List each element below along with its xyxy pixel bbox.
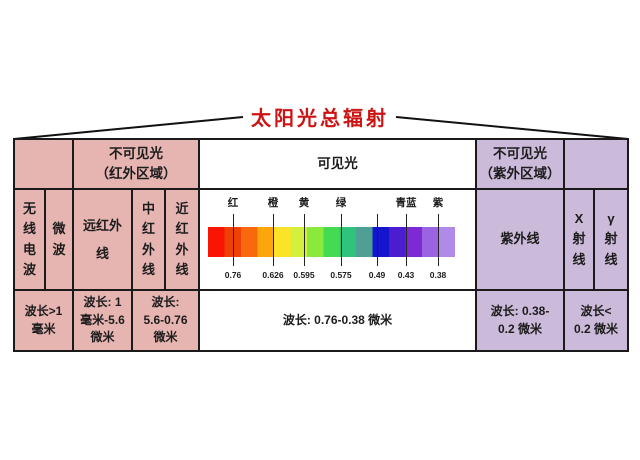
band-x-ray: X 射 线 <box>565 190 593 289</box>
visible-spectrum: 0.76 0.626 0.595 0.575 0.49 0.43 0.38 红 橙 黄 绿 青蓝 紫 <box>200 190 475 289</box>
spectrum-tick-value: 0.49 <box>368 270 386 280</box>
spectrum-tick <box>233 214 234 266</box>
wavelength-ultraviolet: 波长: 0.38- 0.2 微米 <box>477 291 563 350</box>
spectrum-tick <box>377 214 378 266</box>
band-far-infrared: 远红外 线 <box>74 190 131 289</box>
band-gamma-ray: γ 射 线 <box>595 190 627 289</box>
spectrum-color-label: 紫 <box>432 197 444 209</box>
spectrum-tick-value: 0.38 <box>429 270 447 280</box>
spectrum-tick-value: 0.76 <box>224 270 242 280</box>
wavelength-mid-near-infrared: 波长: 5.6-0.76 微米 <box>133 291 198 350</box>
spectrum-tick <box>341 214 342 266</box>
spectrum-tick-value: 0.43 <box>397 270 415 280</box>
spectrum-tick <box>438 214 439 266</box>
header-visible-light: 可见光 <box>200 140 475 188</box>
band-radio-waves: 无 线 电 波 <box>15 190 44 289</box>
spectrum-tick-value: 0.626 <box>262 270 284 280</box>
wavelength-radio-microwave: 波长>1 毫米 <box>15 291 72 350</box>
spectrum-table: 不可见光 （红外区域） 可见光 不可见光 （紫外区域） 无 线 电 波 微 波 … <box>13 138 629 352</box>
header-uv-region: 不可见光 （紫外区域） <box>477 140 563 188</box>
spectrum-tick-value: 0.595 <box>293 270 315 280</box>
spectrum-color-label: 黄 <box>298 197 310 209</box>
header-spacer-left <box>15 140 72 188</box>
spectrum-color-label: 橙 <box>267 197 279 209</box>
wavelength-x-gamma: 波长< 0.2 微米 <box>565 291 627 350</box>
spectrum-tick <box>406 214 407 266</box>
header-infrared-region: 不可见光 （红外区域） <box>74 140 198 188</box>
header-spacer-right <box>565 140 627 188</box>
roof-line-left <box>13 116 244 140</box>
spectrum-bar <box>208 227 455 257</box>
roof-line-right <box>395 116 629 140</box>
wavelength-far-infrared: 波长: 1 毫米-5.6 微米 <box>74 291 131 350</box>
roof-lines <box>13 116 629 140</box>
spectrum-tick <box>304 214 305 266</box>
band-ultraviolet: 紫外线 <box>477 190 563 289</box>
band-mid-infrared: 中 红 外 线 <box>133 190 164 289</box>
spectrum-color-label: 红 <box>227 197 239 209</box>
spectrum-color-label: 青蓝 <box>395 197 417 209</box>
spectrum-color-label: 绿 <box>335 197 347 209</box>
band-near-infrared: 近 红 外 线 <box>166 190 198 289</box>
spectrum-tick-value: 0.575 <box>330 270 352 280</box>
wavelength-visible: 波长: 0.76-0.38 微米 <box>200 291 475 350</box>
band-microwave: 微 波 <box>46 190 72 289</box>
diagram-title: 太阳光总辐射 <box>251 108 389 130</box>
spectrum-tick <box>273 214 274 266</box>
